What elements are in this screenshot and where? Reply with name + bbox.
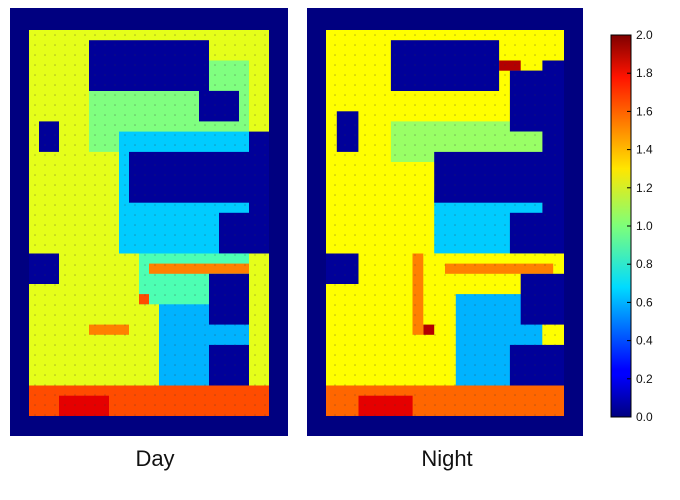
colorbar-tick-label: 1.8 xyxy=(636,66,653,80)
colorbar-tick-label: 0.8 xyxy=(636,257,653,271)
colorbar-tick-label: 1.6 xyxy=(636,104,653,118)
colorbar-ticks: 0.0 0.2 0.4 0.6 0.8 1.0 1.2 1.4 1.6 1.8 2.0 xyxy=(627,28,653,424)
panel-title-day: Day xyxy=(135,446,175,471)
colorbar-tick-label: 0.4 xyxy=(636,334,653,348)
panel-title-night: Night xyxy=(421,446,473,471)
colorbar-tick-label: 2.0 xyxy=(636,28,653,42)
colorbar-tick-label: 0.0 xyxy=(636,410,653,424)
colorbar-tick-label: 0.6 xyxy=(636,295,653,309)
colorbar-tick-label: 1.4 xyxy=(636,143,653,157)
heatmap-panel-day xyxy=(10,8,288,436)
heatmap-dot-overlay xyxy=(326,30,564,416)
colorbar-tick-label: 1.0 xyxy=(636,219,653,233)
colorbar-tick-label: 1.2 xyxy=(636,181,653,195)
colorbar-tick-label: 0.2 xyxy=(636,372,653,386)
heatmap-panel-night xyxy=(307,8,583,436)
colorbar: 0.0 0.2 0.4 0.6 0.8 1.0 1.2 1.4 1.6 1.8 2.0 xyxy=(610,28,653,424)
heatmap-dot-overlay xyxy=(29,30,269,416)
